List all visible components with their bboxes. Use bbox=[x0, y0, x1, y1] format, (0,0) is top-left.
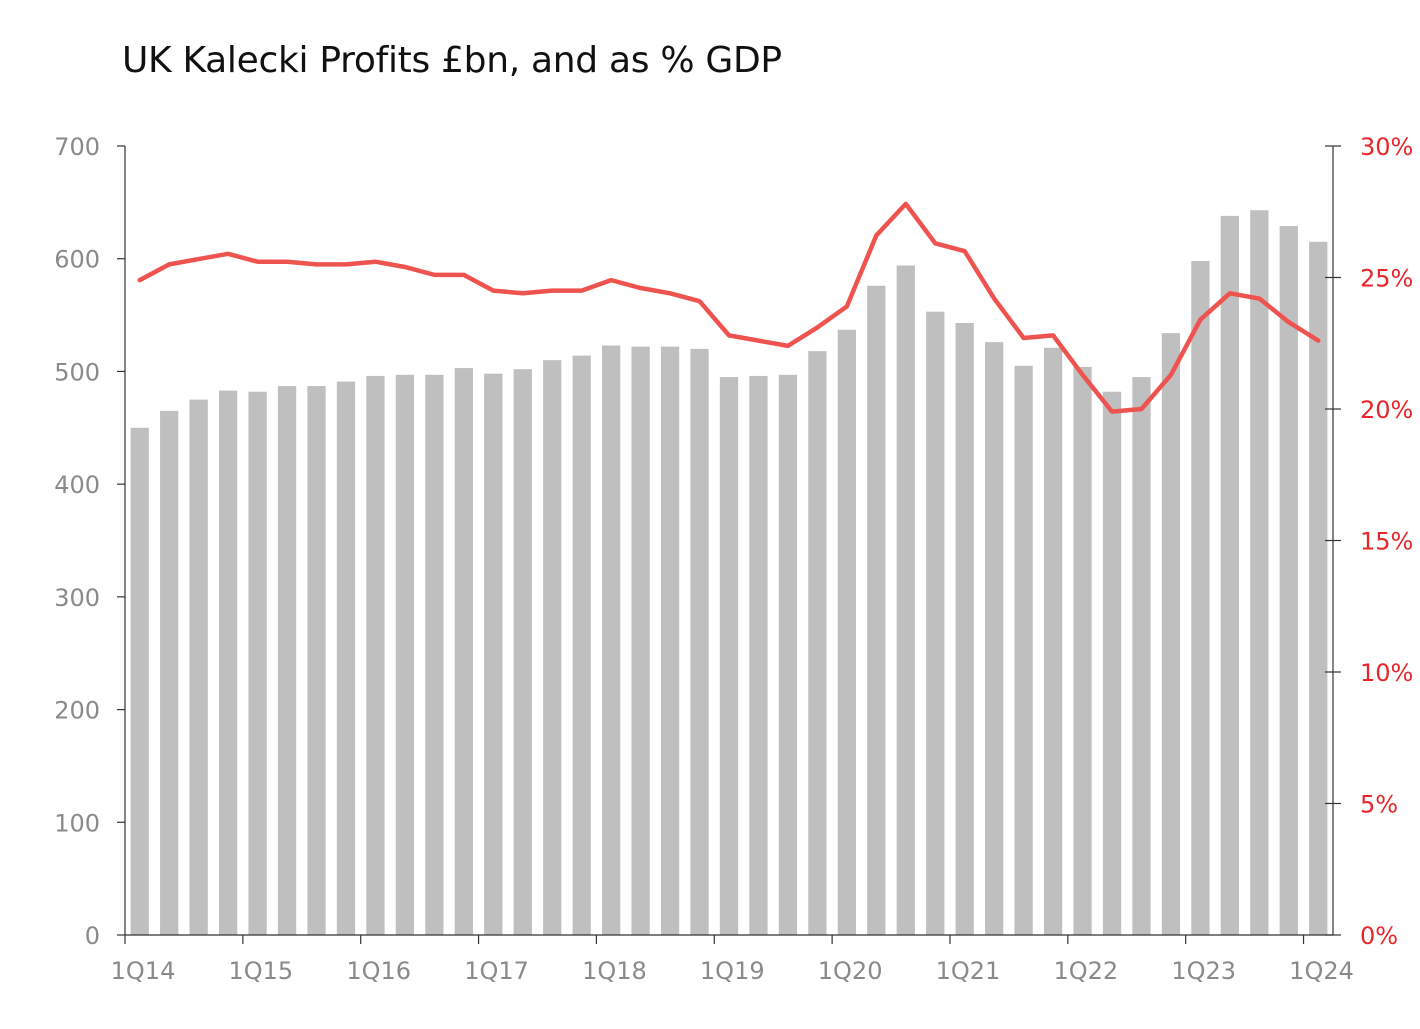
bar-1Q23 bbox=[1191, 260, 1210, 936]
bar-2Q22 bbox=[1102, 391, 1122, 936]
bar-3Q15 bbox=[307, 386, 326, 936]
bar-4Q18 bbox=[690, 348, 709, 935]
bar-2Q23 bbox=[1220, 215, 1240, 935]
x-tick-label: 1Q16 bbox=[346, 957, 411, 985]
bar-1Q19 bbox=[719, 377, 739, 935]
bar-1Q24 bbox=[1309, 241, 1328, 935]
bar-1Q21 bbox=[955, 322, 974, 936]
bar-2Q21 bbox=[985, 342, 1004, 935]
x-tick-label: 1Q24 bbox=[1289, 957, 1354, 985]
x-tick-label: 1Q21 bbox=[936, 957, 1001, 985]
x-axis-ticks: 1Q14 1Q15 1Q16 1Q17 1Q18 1Q19 1Q20 1Q21 1Q22 1Q23… bbox=[111, 935, 1354, 985]
bar-2Q20 bbox=[867, 285, 886, 935]
profit-share-line bbox=[137, 201, 1321, 414]
x-tick-label: 1Q20 bbox=[818, 957, 883, 985]
right-tick-label: 25% bbox=[1360, 265, 1413, 293]
left-tick-label: 700 bbox=[54, 133, 100, 161]
right-tick-label: 5% bbox=[1360, 791, 1398, 819]
bar-3Q16 bbox=[425, 374, 444, 935]
bar-2Q16 bbox=[395, 374, 415, 935]
bar-3Q21 bbox=[1014, 365, 1033, 935]
left-axis-ticks: 0 100 200 300 400 500 600 700 bbox=[54, 133, 125, 950]
x-tick-label: 1Q23 bbox=[1171, 957, 1236, 985]
bar-4Q22 bbox=[1161, 333, 1181, 935]
bar-3Q20 bbox=[896, 265, 915, 936]
x-tick-label: 1Q14 bbox=[111, 957, 176, 985]
x-tick-label: 1Q19 bbox=[700, 957, 765, 985]
left-tick-label: 300 bbox=[54, 584, 100, 612]
right-tick-label: 0% bbox=[1360, 922, 1398, 950]
x-tick-label: 1Q22 bbox=[1053, 957, 1118, 985]
bar-series bbox=[130, 210, 1328, 936]
bar-4Q20 bbox=[926, 311, 945, 935]
bar-3Q17 bbox=[543, 360, 562, 935]
x-tick-label: 1Q18 bbox=[582, 957, 647, 985]
bar-4Q16 bbox=[454, 368, 473, 935]
bar-3Q14 bbox=[189, 399, 208, 935]
left-tick-label: 100 bbox=[54, 809, 100, 837]
left-tick-label: 600 bbox=[54, 246, 100, 274]
bar-1Q16 bbox=[366, 375, 385, 935]
x-tick-label: 1Q15 bbox=[229, 957, 294, 985]
right-tick-label: 20% bbox=[1360, 396, 1413, 424]
bar-1Q15 bbox=[248, 391, 267, 936]
right-tick-label: 10% bbox=[1360, 659, 1413, 687]
left-tick-label: 400 bbox=[54, 471, 100, 499]
bar-2Q18 bbox=[631, 346, 650, 935]
bar-1Q22 bbox=[1073, 366, 1092, 935]
bar-2Q15 bbox=[277, 386, 297, 936]
bar-2Q19 bbox=[749, 375, 768, 935]
bar-3Q22 bbox=[1132, 377, 1151, 935]
bar-4Q23 bbox=[1279, 226, 1298, 935]
left-tick-label: 0 bbox=[85, 922, 100, 950]
right-axis-ticks: 0% 5% 10% 15% 20% 25% 30% bbox=[1325, 133, 1413, 950]
line-series bbox=[137, 201, 1321, 414]
x-tick-label: 1Q17 bbox=[464, 957, 529, 985]
left-tick-label: 200 bbox=[54, 697, 100, 725]
bar-4Q15 bbox=[336, 381, 356, 935]
bar-1Q14 bbox=[130, 427, 149, 935]
bar-4Q21 bbox=[1043, 347, 1063, 935]
bar-4Q14 bbox=[218, 390, 238, 936]
bar-3Q19 bbox=[778, 374, 798, 935]
bar-3Q18 bbox=[660, 346, 680, 935]
left-tick-label: 500 bbox=[54, 358, 100, 386]
right-tick-label: 30% bbox=[1360, 133, 1413, 161]
chart-title: UK Kalecki Profits £bn, and as % GDP bbox=[122, 40, 782, 81]
bar-1Q17 bbox=[484, 373, 503, 935]
bar-4Q17 bbox=[572, 355, 591, 935]
bar-1Q18 bbox=[602, 345, 621, 935]
bar-2Q17 bbox=[513, 369, 532, 935]
bar-4Q19 bbox=[808, 351, 827, 935]
bar-2Q14 bbox=[160, 410, 179, 935]
bar-3Q23 bbox=[1250, 210, 1269, 935]
bar-1Q20 bbox=[837, 329, 856, 936]
right-tick-label: 15% bbox=[1360, 528, 1413, 556]
